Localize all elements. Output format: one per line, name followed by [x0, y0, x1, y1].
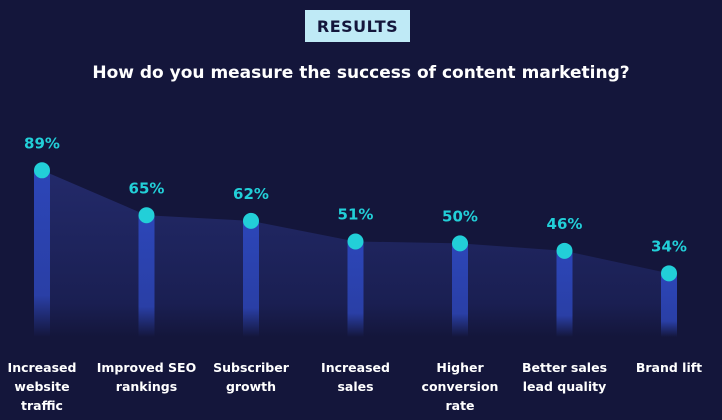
category-label: Improved SEO rankings: [96, 360, 197, 394]
value-label: 46%: [547, 215, 583, 233]
bar: [556, 250, 573, 337]
dot: [347, 233, 364, 250]
bar: [34, 170, 50, 337]
category-label: Better sales lead quality: [521, 360, 608, 394]
dot: [556, 242, 573, 259]
value-label: 65%: [129, 179, 165, 197]
bar: [243, 220, 259, 337]
value-label: 34%: [651, 237, 687, 255]
dot: [452, 235, 468, 252]
category-label: Increased website traffic: [7, 360, 77, 413]
bar: [661, 273, 677, 337]
dot: [138, 207, 155, 224]
category-label: Subscriber growth: [213, 360, 289, 394]
value-label: 50%: [442, 207, 478, 225]
bar: [452, 243, 468, 337]
dot: [34, 162, 50, 179]
category-label: Higher conversion rate: [421, 360, 499, 413]
dot: [661, 265, 677, 282]
category-label: Increased sales: [321, 360, 390, 394]
value-label: 89%: [24, 134, 60, 152]
badge: RESULTS: [305, 10, 410, 42]
value-label: 51%: [338, 205, 374, 223]
bar: [138, 215, 155, 337]
chart-title: How do you measure the success of conten…: [92, 63, 630, 83]
category-label: Brand lift: [635, 360, 703, 375]
value-label: 62%: [233, 185, 269, 203]
dot: [243, 212, 259, 229]
bar: [347, 241, 364, 337]
